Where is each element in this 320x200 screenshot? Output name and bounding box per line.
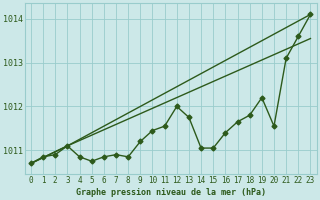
X-axis label: Graphe pression niveau de la mer (hPa): Graphe pression niveau de la mer (hPa) bbox=[76, 188, 266, 197]
